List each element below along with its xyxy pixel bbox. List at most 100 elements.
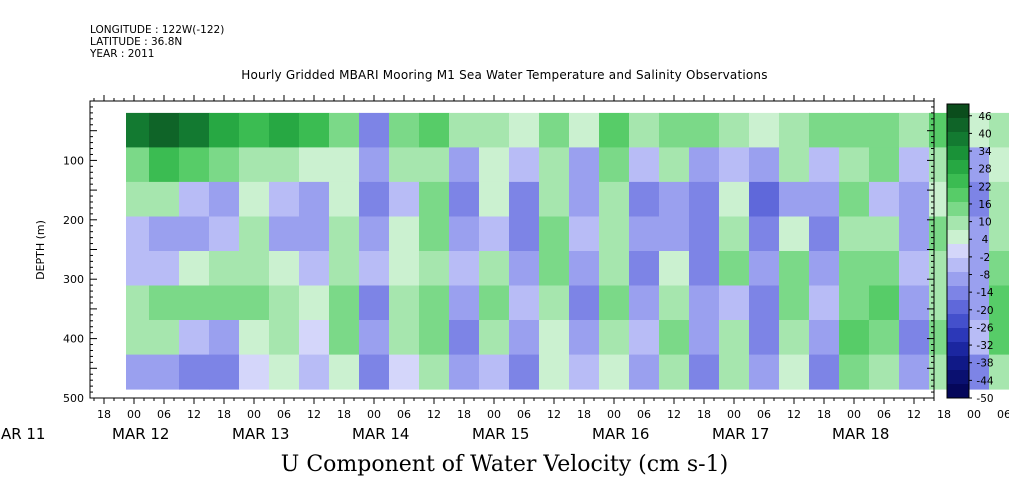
heatmap-cell [329,251,360,286]
heatmap-cell [539,285,570,321]
colorbar-label: -20 [976,305,993,317]
heatmap-cell [126,112,150,148]
heatmap-cell [629,147,660,183]
year-label: YEAR : 2011 [90,48,155,60]
heatmap-cell [899,181,930,217]
heatmap-cell [899,354,930,390]
heatmap-cell [239,354,270,390]
x-day-label: MAR 16 [592,425,649,443]
heatmap-cell [359,354,390,390]
heatmap-cell [479,251,510,286]
heatmap-cell [719,285,750,321]
heatmap-cell [989,216,1009,252]
heatmap-cell [659,251,690,286]
x-tick-label: 18 [337,408,351,421]
heatmap-cell [719,320,750,355]
heatmap-cell [539,320,570,355]
x-day-label: MAR 12 [112,425,169,443]
heatmap-cell [569,251,600,286]
heatmap-cell [179,112,210,148]
heatmap-cell [479,354,510,390]
heatmap-cell [779,285,810,321]
heatmap-cell [599,354,630,390]
heatmap-cell [689,112,720,148]
colorbar-swatch [947,384,969,399]
heatmap-cell [329,354,360,390]
heatmap-cell [509,320,540,355]
x-tick-label: 18 [97,408,111,421]
heatmap-cell [779,320,810,355]
colorbar-label: 40 [978,128,991,140]
heatmap-cell [569,216,600,252]
heatmap-cell [329,320,360,355]
x-tick-label: 12 [787,408,801,421]
heatmap-cell [509,112,540,148]
heatmap-cell [269,285,300,321]
heatmap-cell [299,320,330,355]
heatmap-cell [479,112,510,148]
heatmap-cell [869,251,900,286]
colorbar-label: 46 [978,111,992,123]
x-tick-label: 06 [397,408,411,421]
heatmap-cell [779,147,810,183]
heatmap-cell [509,285,540,321]
heatmap-cell [126,251,150,286]
heatmap-cell [449,320,480,355]
heatmap-cell [569,285,600,321]
heatmap-cell [569,147,600,183]
heatmap-cell [749,181,780,217]
colorbar-swatch [947,258,969,273]
colorbar-label: -38 [976,358,993,370]
heatmap-cell [359,285,390,321]
heatmap-cell [389,216,420,252]
colorbar-label: -50 [976,393,993,405]
heatmap-cell [449,251,480,286]
heatmap-cell [239,251,270,286]
heatmap-cell [449,216,480,252]
colorbar-label: -44 [976,375,993,387]
heatmap-cell [599,251,630,286]
colorbar: 46 40 34 28 22 16 10 4 -2 -8 -14 -20 -26 -32 -38 -44 -50 [946,103,994,405]
x-tick-label: 06 [517,408,531,421]
colorbar-label: 34 [978,146,992,158]
heatmap-cell [269,147,300,183]
x-tick-label: 06 [877,408,891,421]
heatmap-cell [479,147,510,183]
heatmap-cell [149,320,180,355]
colorbar-swatch [947,314,969,329]
colorbar-swatch [947,104,969,119]
heatmap-cell [569,354,600,390]
heatmap-cell [689,181,720,217]
x-tick-label: 00 [247,408,261,421]
colorbar-label: -32 [976,340,993,352]
colorbar-swatch [947,328,969,343]
heatmap-cell [239,181,270,217]
heatmap-cell [539,216,570,252]
heatmap-cell [389,285,420,321]
heatmap-cell [629,112,660,148]
heatmap-cell [869,181,900,217]
x-day-label: MAR 14 [352,425,409,443]
heatmap-cell [989,112,1009,148]
heatmap-cell [419,354,450,390]
heatmap-cell [659,112,690,148]
heatmap-cell [869,320,900,355]
colorbar-swatch [947,342,969,357]
heatmap-cell [749,320,780,355]
x-day-label: MAR 18 [832,425,889,443]
heatmap-cell [299,181,330,217]
heatmap-cell [126,320,150,355]
heatmap-cell [239,112,270,148]
heatmap-cell [689,216,720,252]
heatmap-cell [989,354,1009,390]
heatmap-cell [689,354,720,390]
x-tick-label: 06 [157,408,171,421]
heatmap-cell [126,354,150,390]
heatmap-cell [899,216,930,252]
heatmap-cell [126,216,150,252]
heatmap-cell [179,216,210,252]
heatmap-cell [479,285,510,321]
x-tick-label: 18 [457,408,471,421]
heatmap-cell [209,216,240,252]
x-axis-label: U Component of Water Velocity (cm s-1) [280,452,729,477]
